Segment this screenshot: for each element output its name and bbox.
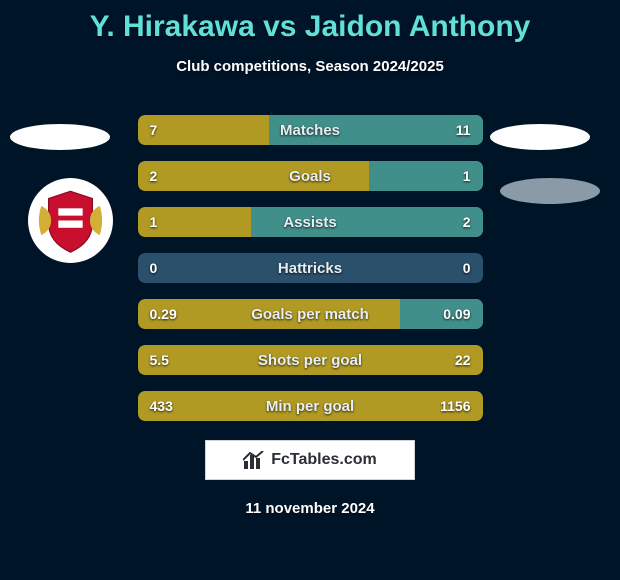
stat-label: Shots per goal xyxy=(138,345,483,375)
stat-label: Goals per match xyxy=(138,299,483,329)
stat-label: Goals xyxy=(138,161,483,191)
stat-label: Min per goal xyxy=(138,391,483,421)
club-oval-badge xyxy=(490,124,590,150)
club-crest-badge xyxy=(28,178,113,263)
stat-bars: 711Matches 21Goals 12Assists 00Hattricks 0.2… xyxy=(138,115,483,421)
club-oval-badge xyxy=(500,178,600,204)
bars-icon xyxy=(243,451,265,469)
stat-row: 4331156Min per goal xyxy=(138,391,483,421)
stat-row: 12Assists xyxy=(138,207,483,237)
footer-brand: FcTables.com xyxy=(205,440,415,480)
content-area: 711Matches 21Goals 12Assists 00Hattricks 0.2… xyxy=(0,115,620,437)
stat-row: 5.522Shots per goal xyxy=(138,345,483,375)
season-subtitle: Club competitions, Season 2024/2025 xyxy=(0,58,620,75)
comparison-title: Y. Hirakawa vs Jaidon Anthony xyxy=(0,0,620,44)
stat-label: Assists xyxy=(138,207,483,237)
footer-brand-text: FcTables.com xyxy=(271,451,377,469)
stat-row: 0.290.09Goals per match xyxy=(138,299,483,329)
snapshot-date: 11 november 2024 xyxy=(0,500,620,517)
stat-label: Matches xyxy=(138,115,483,145)
stat-row: 711Matches xyxy=(138,115,483,145)
stat-row: 21Goals xyxy=(138,161,483,191)
stat-label: Hattricks xyxy=(138,253,483,283)
club-oval-badge xyxy=(10,124,110,150)
stat-row: 00Hattricks xyxy=(138,253,483,283)
